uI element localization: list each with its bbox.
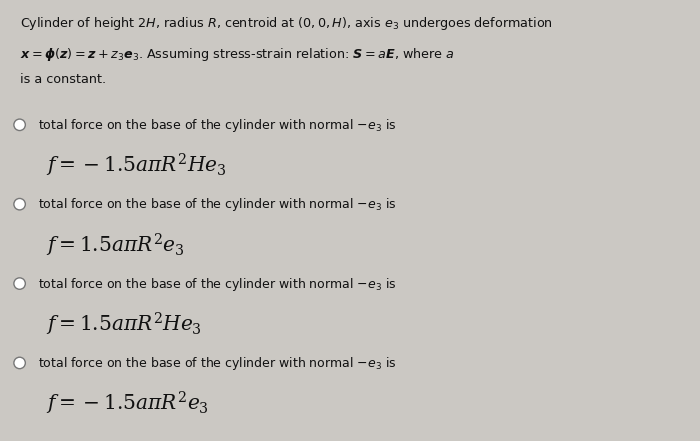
Ellipse shape xyxy=(14,119,25,131)
Text: total force on the base of the cylinder with normal $-\mathit{e}_3$ is: total force on the base of the cylinder … xyxy=(38,117,397,134)
Text: $\boldsymbol{x} = \boldsymbol{\phi}(\boldsymbol{z}) = \boldsymbol{z} + z_3\bolds: $\boldsymbol{x} = \boldsymbol{\phi}(\bol… xyxy=(20,46,454,64)
Ellipse shape xyxy=(14,198,25,210)
Text: $\mathit{f} = 1.5a\pi R^2H\mathit{e}_3$: $\mathit{f} = 1.5a\pi R^2H\mathit{e}_3$ xyxy=(46,311,202,338)
Text: $\mathit{f} = -1.5a\pi R^2\mathit{e}_3$: $\mathit{f} = -1.5a\pi R^2\mathit{e}_3$ xyxy=(46,390,209,418)
Text: $\mathit{f} = -1.5a\pi R^2H\mathit{e}_3$: $\mathit{f} = -1.5a\pi R^2H\mathit{e}_3$ xyxy=(46,152,226,179)
Ellipse shape xyxy=(14,278,25,289)
Text: total force on the base of the cylinder with normal $-\mathit{e}_3$ is: total force on the base of the cylinder … xyxy=(38,355,397,372)
Ellipse shape xyxy=(14,357,25,369)
Text: total force on the base of the cylinder with normal $-\mathit{e}_3$ is: total force on the base of the cylinder … xyxy=(38,276,397,293)
Text: total force on the base of the cylinder with normal $-\mathit{e}_3$ is: total force on the base of the cylinder … xyxy=(38,196,397,213)
Text: Cylinder of height $2H$, radius $R$, centroid at $(0,0,H)$, axis $\mathit{e}_3$ : Cylinder of height $2H$, radius $R$, cen… xyxy=(20,15,552,33)
Text: $\mathit{f} = 1.5a\pi R^2\mathit{e}_3$: $\mathit{f} = 1.5a\pi R^2\mathit{e}_3$ xyxy=(46,232,184,259)
Text: is a constant.: is a constant. xyxy=(20,73,106,86)
